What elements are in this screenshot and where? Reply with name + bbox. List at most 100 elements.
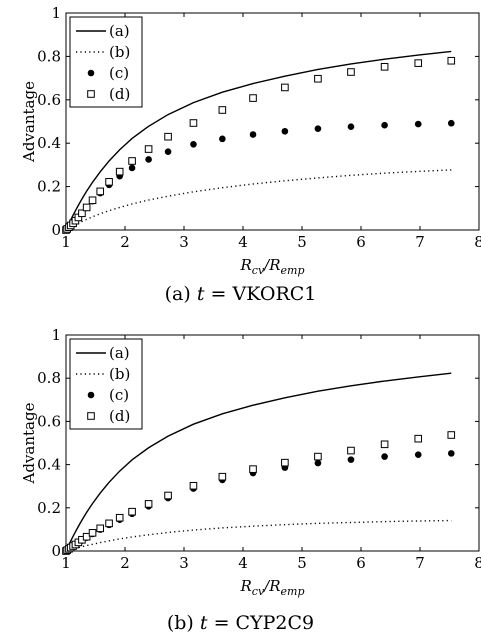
chart-a: 1 2 3 4 5 6 7 800.20.40.60.81AdvantageRcv/Remp(… — [20, 4, 481, 277]
chart1-legend-swatch-3 — [87, 412, 95, 420]
chart1-series-2-point — [447, 450, 455, 457]
chart1-series-1-line — [65, 519, 452, 552]
chart1-series-0-line — [65, 372, 452, 552]
caption-b-value: CYP2C9 — [235, 612, 315, 634]
chart1-series-3-point — [249, 465, 257, 473]
chart0-series-2-point — [281, 127, 289, 135]
chart0-x-tick-label: 2 — [120, 233, 130, 251]
chart0-series-3-point — [96, 187, 105, 196]
chart0-series-3-point — [281, 83, 289, 92]
chart0-series-3-point — [164, 132, 172, 141]
chart0-series-2-point — [219, 135, 226, 143]
chart1-series-2-point — [381, 453, 388, 460]
chart1-series-3-point — [314, 452, 322, 461]
chart1-series-3-point — [88, 529, 97, 537]
chart1-legend-label-2: (c) — [109, 386, 129, 404]
chart0-legend-label-1: (b) — [109, 43, 130, 61]
caption-b-prefix: (b) — [166, 612, 194, 634]
chart1-y-tick-label: 0.4 — [37, 456, 61, 474]
chart0-series-2-point — [381, 121, 388, 129]
chart1-series-3-point — [447, 431, 456, 439]
chart0-x-tick-label: 4 — [238, 233, 248, 251]
chart1-x-tick-label: 7 — [415, 554, 425, 572]
chart1-legend-box — [69, 338, 143, 430]
chart0-series-3-point — [314, 74, 322, 83]
chart0-series-3-point — [447, 56, 456, 65]
chart1-y-tick-label: 0 — [51, 542, 61, 560]
chart0-series-3-point — [82, 203, 91, 212]
caption-a-value: VKORC1 — [232, 283, 317, 305]
chart0-y-axis-label: Advantage — [20, 81, 38, 163]
chart0-series-3-point — [249, 94, 257, 102]
chart0-series-2-point — [164, 148, 172, 155]
caption-a-prefix: (a) — [164, 283, 191, 305]
chart1-legend-label-0: (a) — [109, 344, 130, 362]
chart0-legend-box — [69, 16, 143, 108]
chart1-series-2-point — [314, 459, 322, 467]
caption-b-var: t — [199, 612, 208, 634]
chart1-legend-label-1: (b) — [109, 365, 130, 383]
chart1-series-2-point — [414, 451, 422, 458]
chart0-x-tick-label: 8 — [474, 233, 481, 251]
chart1-x-tick-label: 1 — [61, 554, 71, 572]
chart0-x-axis-label: Rcv/Remp — [239, 256, 304, 277]
chart1-series-3-point — [218, 472, 227, 481]
chart0-series-3-point — [189, 119, 198, 127]
chart1-x-tick-label: 3 — [179, 554, 189, 572]
chart1-series-3-point — [82, 532, 91, 541]
chart0-legend-label-2: (c) — [109, 64, 129, 82]
chart0-y-tick-label: 0.6 — [37, 91, 61, 109]
chart0-y-tick-label: 0.4 — [37, 134, 61, 152]
chart0-legend-swatch-3 — [87, 90, 95, 98]
chart0-x-axis-label-part: emp — [281, 264, 305, 277]
chart1-series-3-point — [164, 491, 172, 500]
chart1-x-axis-label-part: emp — [281, 585, 305, 598]
chart0-series-0-line — [65, 50, 452, 231]
chart0-series-2-point — [414, 120, 422, 128]
chart1-series-3-point — [281, 458, 289, 467]
chart0-x-tick-label: 7 — [415, 233, 425, 251]
chart1-y-axis-label: Advantage — [20, 402, 38, 484]
chart0-series-2-point — [249, 131, 257, 138]
chart0-series-3-point — [414, 59, 423, 67]
chart0-legend-label-3: (d) — [109, 85, 130, 103]
chart1-legend-label-3: (d) — [109, 407, 130, 425]
chart1-y-tick-label: 0.8 — [37, 369, 61, 387]
chart1-series-3-point — [347, 446, 355, 455]
chart0-x-tick-label: 5 — [297, 233, 307, 251]
chart1-x-axis-label-part: R — [268, 577, 280, 595]
chart0-series-2-point — [190, 140, 197, 148]
chart0-series-2-point — [314, 125, 322, 132]
caption-a-var: t — [196, 283, 205, 305]
chart1-x-tick-label: 8 — [474, 554, 481, 572]
chart1-y-tick-label: 0.6 — [37, 412, 61, 430]
chart0-series-3-point — [78, 209, 86, 218]
chart1-y-tick-label: 0.2 — [37, 499, 61, 517]
chart0-series-3-point — [380, 63, 389, 71]
chart1-x-axis-label-part: / — [262, 577, 271, 595]
chart0-y-tick-label: 0.8 — [37, 47, 61, 65]
chart0-x-tick-label: 6 — [356, 233, 366, 251]
caption-b: (b) t = CYP2C9 — [0, 612, 481, 634]
chart0-series-2-point — [145, 156, 152, 163]
chart0-x-axis-label-part: R — [239, 256, 251, 274]
chart1-x-tick-label: 4 — [238, 554, 248, 572]
chart1-series-3-point — [414, 434, 423, 443]
chart-b: 1 2 3 4 5 6 7 800.20.40.60.81AdvantageRcv/Remp(… — [20, 326, 481, 598]
chart0-legend-label-0: (a) — [109, 22, 130, 40]
chart0-y-tick-label: 0.2 — [37, 178, 61, 196]
chart1-series-3-point — [115, 513, 124, 522]
chart1-x-tick-label: 5 — [297, 554, 307, 572]
chart0-series-3-point — [105, 178, 113, 186]
caption-b-eq: = — [213, 612, 230, 634]
chart1-x-axis-label: Rcv/Remp — [239, 577, 304, 598]
caption-a: (a) t = VKORC1 — [0, 283, 481, 305]
chart1-series-2-point — [347, 456, 355, 463]
chart-panel-b: 1 2 3 4 5 6 7 8 0 0.2 0.4 0.6 0.8 1 Advantage Rcv/Remp(… — [0, 322, 481, 643]
chart0-x-axis-label-part: R — [268, 256, 280, 274]
chart1-series-3-point — [105, 519, 113, 528]
chart0-series-3-point — [115, 167, 124, 176]
chart0-y-tick-label: 0 — [51, 221, 61, 239]
chart1-x-axis-label-part: R — [239, 577, 251, 595]
chart0-y-tick-label: 1 — [51, 4, 61, 22]
